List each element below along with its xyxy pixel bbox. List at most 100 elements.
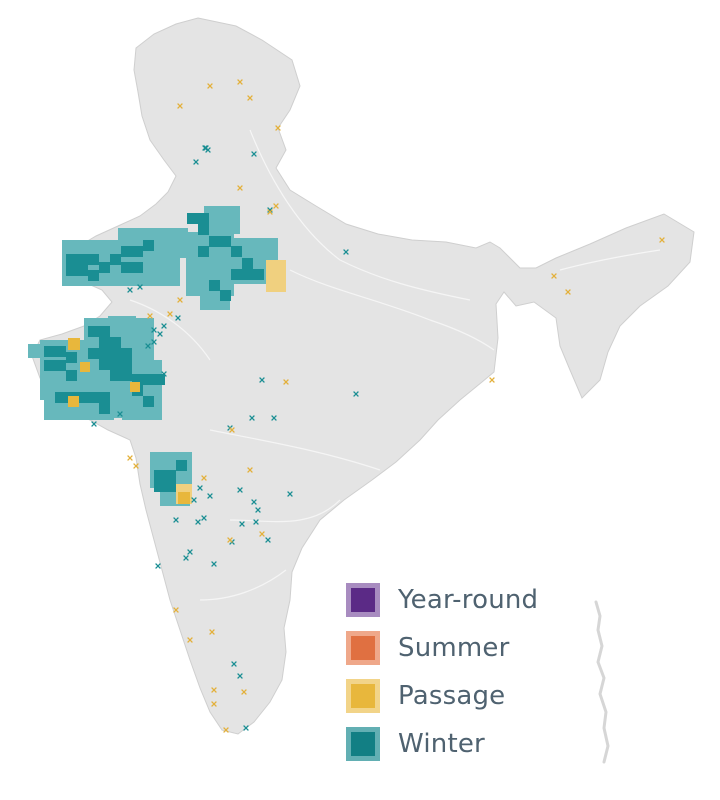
winter-cell bbox=[231, 246, 242, 257]
passage-sighting-marker bbox=[201, 475, 207, 481]
winter-sighting-marker bbox=[253, 519, 259, 525]
winter-cell-light bbox=[28, 344, 48, 358]
winter-cell bbox=[253, 269, 264, 280]
passage-sighting-marker bbox=[227, 537, 233, 543]
winter-sighting-marker bbox=[211, 561, 217, 567]
winter-cell bbox=[121, 370, 132, 381]
winter-cell bbox=[220, 236, 231, 247]
winter-cell bbox=[44, 360, 55, 371]
winter-cell bbox=[121, 246, 132, 257]
passage-sighting-marker bbox=[177, 297, 183, 303]
winter-cell bbox=[110, 337, 121, 348]
winter-cell bbox=[132, 246, 143, 257]
passage-cell bbox=[178, 492, 190, 504]
winter-sighting-marker bbox=[161, 371, 167, 377]
winter-sighting-marker bbox=[255, 507, 261, 513]
winter-cell bbox=[154, 374, 165, 385]
winter-cell bbox=[154, 470, 165, 481]
winter-sighting-marker bbox=[91, 421, 97, 427]
winter-cell bbox=[110, 348, 121, 359]
winter-cell bbox=[44, 346, 55, 357]
winter-sighting-marker bbox=[287, 491, 293, 497]
passage-sighting-marker bbox=[551, 273, 557, 279]
winter-cell bbox=[121, 359, 132, 370]
occurrence-grid bbox=[28, 206, 286, 506]
winter-sighting-marker bbox=[203, 145, 209, 151]
winter-cell bbox=[198, 224, 209, 235]
sighting-markers bbox=[91, 79, 665, 733]
summer-swatch bbox=[346, 631, 380, 665]
winter-sighting-marker bbox=[187, 549, 193, 555]
winter-cell bbox=[99, 262, 110, 273]
winter-cell bbox=[66, 352, 77, 363]
winter-sighting-marker bbox=[173, 517, 179, 523]
winter-sighting-marker bbox=[271, 415, 277, 421]
winter-cell bbox=[121, 348, 132, 359]
winter-sighting-marker bbox=[161, 323, 167, 329]
winter-cell bbox=[66, 265, 77, 276]
passage-sighting-marker bbox=[209, 629, 215, 635]
winter-cell-light bbox=[204, 206, 240, 234]
winter-cell bbox=[88, 348, 99, 359]
winter-cell bbox=[99, 392, 110, 403]
winter-cell bbox=[77, 254, 88, 265]
winter-sighting-marker bbox=[145, 343, 151, 349]
legend-label-passage: Passage bbox=[398, 681, 506, 711]
winter-sighting-marker bbox=[151, 327, 157, 333]
winter-cell bbox=[176, 460, 187, 471]
winter-sighting-marker bbox=[183, 555, 189, 561]
year-round-swatch bbox=[346, 583, 380, 617]
passage-sighting-marker bbox=[247, 95, 253, 101]
legend-item-summer: Summer bbox=[346, 628, 510, 668]
winter-sighting-marker bbox=[259, 377, 265, 383]
winter-cell bbox=[55, 392, 66, 403]
passage-sighting-marker bbox=[267, 209, 273, 215]
winter-sighting-marker bbox=[265, 537, 271, 543]
winter-cell bbox=[99, 337, 110, 348]
winter-cell bbox=[88, 392, 99, 403]
winter-cell bbox=[209, 236, 220, 247]
winter-sighting-marker bbox=[137, 284, 143, 290]
passage-sighting-marker bbox=[173, 607, 179, 613]
passage-sighting-marker bbox=[167, 311, 173, 317]
winter-sighting-marker bbox=[243, 725, 249, 731]
winter-cell bbox=[154, 481, 165, 492]
winter-cell bbox=[143, 396, 154, 407]
winter-sighting-marker bbox=[157, 331, 163, 337]
passage-sighting-marker bbox=[565, 289, 571, 295]
passage-sighting-marker bbox=[659, 237, 665, 243]
winter-sighting-marker bbox=[239, 521, 245, 527]
passage-sighting-marker bbox=[237, 185, 243, 191]
winter-sighting-marker bbox=[207, 493, 213, 499]
winter-cell bbox=[88, 326, 99, 337]
winter-sighting-marker bbox=[117, 411, 123, 417]
passage-cell bbox=[130, 382, 140, 392]
winter-sighting-marker bbox=[267, 207, 273, 213]
winter-cell bbox=[99, 403, 110, 414]
passage-swatch bbox=[346, 679, 380, 713]
winter-cell bbox=[99, 326, 110, 337]
winter-sighting-marker bbox=[202, 145, 208, 151]
passage-sighting-marker bbox=[223, 727, 229, 733]
winter-cell bbox=[132, 374, 143, 385]
winter-cell-light bbox=[108, 316, 136, 336]
winter-cell bbox=[66, 370, 77, 381]
legend-item-winter: Winter bbox=[346, 724, 485, 764]
passage-sighting-marker bbox=[127, 455, 133, 461]
passage-sighting-marker bbox=[147, 313, 153, 319]
winter-cell bbox=[110, 359, 121, 370]
winter-cell bbox=[99, 359, 110, 370]
passage-sighting-marker bbox=[187, 637, 193, 643]
island-chain bbox=[594, 600, 610, 764]
winter-sighting-marker bbox=[237, 673, 243, 679]
passage-sighting-marker bbox=[177, 103, 183, 109]
winter-sighting-marker bbox=[237, 487, 243, 493]
legend-label-year-round: Year-round bbox=[398, 585, 539, 615]
winter-cell bbox=[88, 254, 99, 265]
passage-sighting-marker bbox=[247, 467, 253, 473]
winter-cell bbox=[187, 213, 198, 224]
winter-sighting-marker bbox=[151, 339, 157, 345]
winter-cell bbox=[198, 246, 209, 257]
winter-cell bbox=[165, 470, 176, 481]
